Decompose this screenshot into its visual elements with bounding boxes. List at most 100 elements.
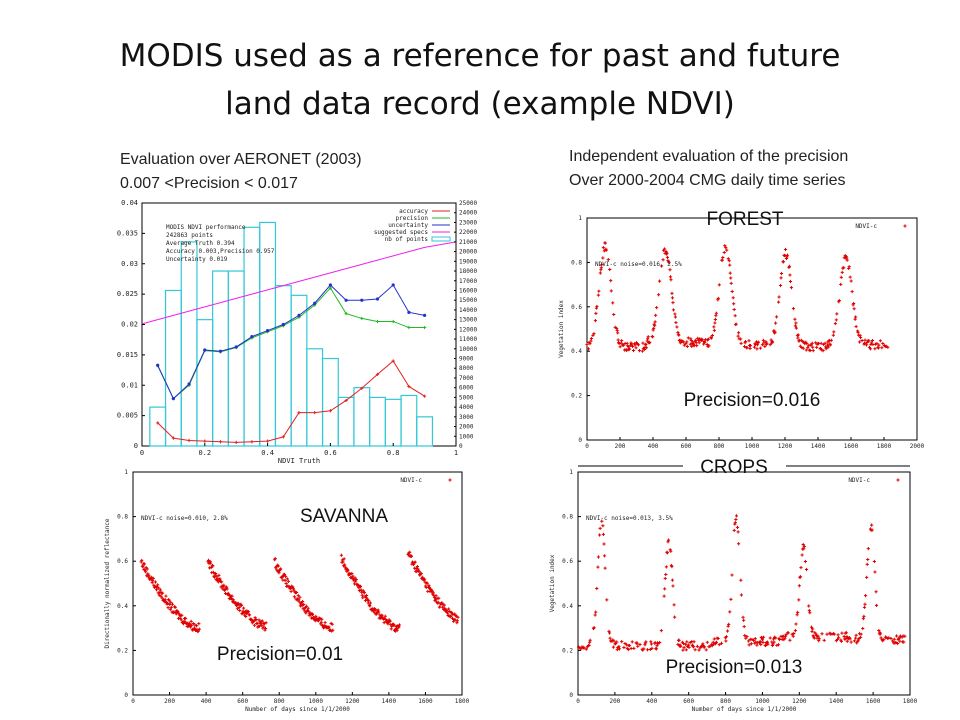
ndvi-point bbox=[778, 283, 783, 288]
ndvi-point bbox=[736, 334, 740, 338]
ndvi-point bbox=[294, 590, 299, 595]
ndvi-point bbox=[771, 642, 775, 646]
ndvi-point bbox=[670, 578, 675, 582]
ndvi-point bbox=[825, 343, 830, 347]
ndvi-point bbox=[430, 589, 434, 593]
ndvi-point bbox=[732, 307, 736, 312]
ndvi-point bbox=[158, 590, 162, 594]
ndvi-point bbox=[260, 623, 264, 627]
ndvi-point bbox=[450, 616, 455, 621]
ndvi-point bbox=[626, 648, 630, 652]
ndvi-point bbox=[197, 627, 201, 631]
ndvi-point bbox=[380, 613, 384, 617]
right-note-line1: Independent evaluation of the precision bbox=[569, 148, 849, 165]
ndvi-point bbox=[390, 624, 394, 628]
accuracy-point bbox=[375, 372, 380, 376]
legend-label: NDVI-c bbox=[400, 477, 422, 484]
ndvi-point bbox=[434, 594, 438, 598]
ndvi-point bbox=[629, 646, 633, 651]
ndvi-point bbox=[745, 346, 749, 350]
ndvi-point bbox=[342, 557, 346, 561]
ndvi-point bbox=[168, 602, 172, 607]
ndvi-point bbox=[157, 586, 161, 590]
ndvi-point bbox=[585, 342, 589, 346]
ndvi-point bbox=[277, 571, 281, 575]
ndvi-point bbox=[181, 622, 186, 626]
ndvi-point bbox=[664, 572, 668, 577]
ndvi-point bbox=[636, 343, 641, 347]
ndvi-point bbox=[670, 291, 674, 295]
ndvi-point bbox=[758, 346, 763, 350]
ndvi-point bbox=[677, 638, 681, 642]
ndvi-point bbox=[794, 622, 798, 626]
ndvi-point bbox=[455, 619, 460, 623]
ndvi-point bbox=[611, 301, 615, 305]
ndvi-point bbox=[164, 594, 168, 598]
ndvi-point bbox=[894, 640, 898, 645]
ndvi-point bbox=[594, 610, 598, 614]
ndvi-point bbox=[681, 340, 685, 344]
ndvi-point bbox=[588, 638, 592, 642]
ndvi-point bbox=[351, 574, 355, 578]
legend-label: uncertainty bbox=[388, 222, 428, 229]
x-tick-label: 0.2 bbox=[198, 449, 211, 457]
ndvi-point bbox=[397, 625, 401, 629]
ndvi-point bbox=[707, 344, 711, 348]
ndvi-point bbox=[394, 629, 398, 633]
ndvi-point bbox=[742, 618, 746, 622]
ndvi-point bbox=[340, 558, 345, 562]
ndvi-point bbox=[368, 601, 373, 605]
accuracy-point bbox=[218, 440, 223, 444]
ndvi-point bbox=[789, 286, 794, 290]
ndvi-point bbox=[327, 625, 331, 629]
ndvi-point bbox=[817, 639, 821, 643]
ndvi-point bbox=[596, 293, 600, 297]
ndvi-point bbox=[810, 341, 814, 345]
y-tick-label: 0.6 bbox=[117, 558, 128, 565]
ndvi-point bbox=[828, 343, 832, 347]
ndvi-point bbox=[744, 636, 748, 640]
x-tick-label: 1400 bbox=[829, 698, 844, 705]
ndvi-point bbox=[850, 290, 854, 294]
ndvi-point bbox=[419, 572, 423, 576]
ndvi-point bbox=[812, 636, 816, 640]
ndvi-point bbox=[861, 626, 865, 631]
ndvi-point bbox=[675, 325, 679, 329]
ndvi-point bbox=[844, 631, 848, 635]
ndvi-point bbox=[751, 638, 756, 642]
ndvi-point bbox=[258, 621, 263, 625]
ndvi-point bbox=[724, 246, 728, 250]
ndvi-point bbox=[733, 314, 737, 318]
ndvi-point bbox=[739, 341, 743, 345]
ndvi-point bbox=[673, 312, 677, 316]
x-tick-label: 1200 bbox=[345, 698, 360, 705]
ndvi-point bbox=[603, 566, 607, 570]
ndvi-point bbox=[684, 642, 688, 647]
ndvi-point bbox=[807, 609, 811, 613]
ndvi-point bbox=[695, 344, 699, 348]
ndvi-point bbox=[886, 345, 890, 349]
ndvi-point bbox=[157, 593, 161, 597]
left-note-line1: Evaluation over AERONET (2003) bbox=[120, 151, 362, 168]
uncertainty-point bbox=[375, 297, 380, 301]
ndvi-point bbox=[304, 604, 309, 608]
x-tick-label: 1400 bbox=[382, 698, 397, 705]
ndvi-point bbox=[835, 312, 839, 316]
ndvi-point bbox=[144, 570, 148, 574]
ndvi-point bbox=[456, 615, 460, 619]
ndvi-point bbox=[243, 609, 247, 613]
ndvi-point bbox=[449, 614, 453, 618]
ndvi-point bbox=[596, 565, 600, 569]
ndvi-point bbox=[354, 579, 358, 583]
x-tick-label: 1800 bbox=[455, 698, 470, 705]
ndvi-point bbox=[150, 575, 154, 579]
ndvi-point bbox=[220, 580, 224, 584]
y2-tick-label: 3000 bbox=[459, 414, 474, 421]
ndvi-point bbox=[275, 568, 279, 572]
y-tick-label: 0.4 bbox=[571, 348, 582, 355]
ndvi-point bbox=[708, 644, 712, 648]
ndvi-point bbox=[244, 614, 248, 619]
forest-label: FOREST bbox=[706, 209, 783, 230]
ndvi-point bbox=[217, 573, 221, 577]
ndvi-point bbox=[167, 599, 171, 603]
